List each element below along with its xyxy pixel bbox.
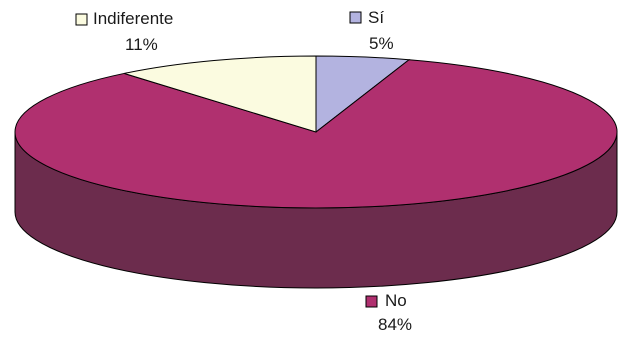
slice-label-no: No: [385, 291, 407, 310]
slice-value-no: 84%: [378, 315, 412, 334]
slice-label-si: Sí: [368, 8, 384, 27]
legend-swatch-si: [349, 11, 362, 24]
label-indiferente: Indiferente 11%: [75, 9, 173, 54]
slice-value-indiferente: 11%: [125, 35, 158, 54]
slice-label-indiferente: Indiferente: [93, 9, 173, 28]
pie-tops: [14, 55, 618, 209]
label-no: No 84%: [365, 291, 412, 334]
legend-swatch-no: [365, 295, 378, 308]
pie-labels: Sí 5% Indiferente 11% No 84%: [75, 8, 412, 334]
legend-swatch-indiferente: [75, 13, 88, 26]
slice-value-si: 5%: [369, 34, 394, 53]
pie-slice-no: [14, 59, 618, 209]
label-si: Sí 5%: [349, 8, 394, 53]
pie-slice-indiferente: [123, 55, 317, 133]
